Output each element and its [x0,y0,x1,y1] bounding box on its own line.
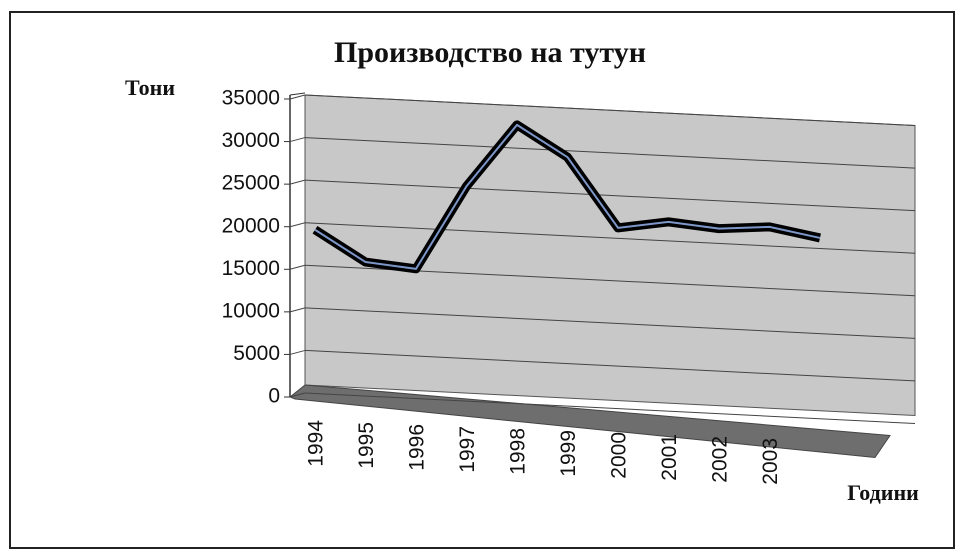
y-tick-label: 35000 [222,87,280,110]
grid-depth [289,179,306,185]
back-wall [304,94,916,417]
grid-depth [289,137,306,143]
grid-depth [289,264,306,270]
series-line-highlight [314,123,821,270]
grid-depth [289,349,306,355]
x-tick-label: 1994 [305,420,328,467]
x-tick-label: 2000 [608,432,631,479]
grid-depth [289,222,306,228]
plot-area: 0 5000 10000 15000 20000 25000 30000 35000 1994 1… [222,87,916,485]
x-tick-label: 2002 [709,436,732,483]
y-axis-depth [289,92,306,96]
y-tick-label: 0 [268,385,280,408]
x-tick-label: 2001 [658,434,681,481]
grid-line [304,222,916,254]
grid-depth [289,94,306,100]
grid-line [304,392,916,424]
x-tick-label: 1998 [507,428,530,475]
y-axis-title: Тони [125,75,175,100]
chart-title: Производство на тутун [334,36,646,69]
y-tick-label: 30000 [222,129,280,152]
floor [289,384,891,459]
y-tick-label: 20000 [222,214,280,237]
x-tick-label: 1996 [406,424,429,471]
y-tick-label: 10000 [222,299,280,322]
y-tick-label: 5000 [233,342,280,365]
grid-depth [289,392,306,398]
y-tick-label: 15000 [222,257,280,280]
grid-line [304,307,916,339]
x-tick-label: 1995 [355,422,378,469]
x-axis-title: Години [847,480,919,505]
grid-line [304,137,916,169]
x-tick-label: 1997 [456,426,479,473]
x-tick-label: 1999 [557,430,580,477]
x-tick-label: 2003 [759,438,782,485]
grid-line [304,179,916,212]
y-tick-label: 25000 [222,172,280,195]
grid-depth [289,307,306,313]
grid-line [304,349,916,382]
grid-line [304,94,916,126]
